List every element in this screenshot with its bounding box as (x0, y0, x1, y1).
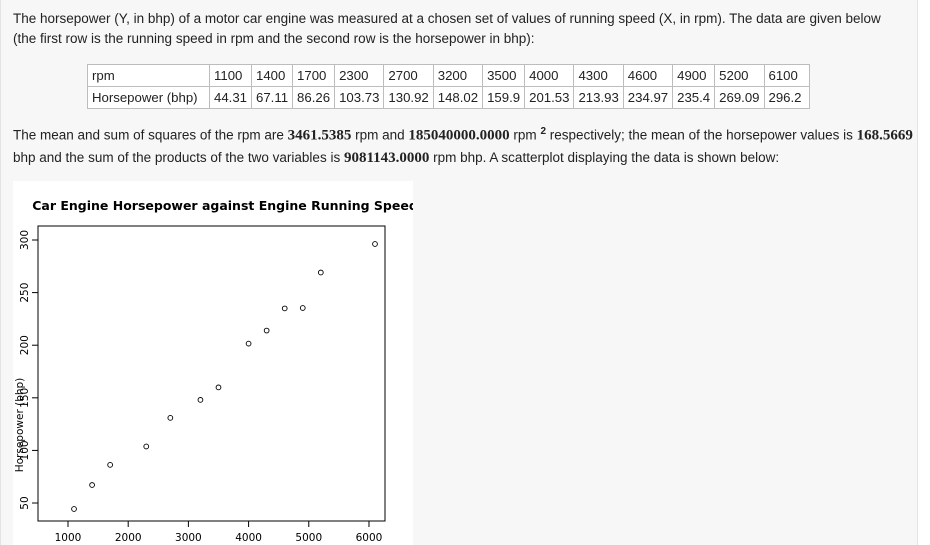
table-cell: 4000 (524, 64, 575, 87)
sum-of-squares-value: 185040000.0000 (408, 127, 510, 144)
table-cell: 67.11 (251, 86, 294, 109)
squared-exponent: 2 (540, 126, 546, 137)
data-point (143, 443, 150, 450)
x-tick-label: 6000 (356, 532, 383, 544)
table-cell: 4600 (622, 64, 674, 87)
y-tick-label: 100 (19, 440, 31, 460)
stats-text-part3: bhp and the sum of the products of the t… (13, 149, 344, 165)
data-point (71, 506, 77, 512)
row-label-rpm: rpm (87, 64, 210, 87)
table-cell: 6100 (763, 64, 810, 87)
table-cell: 148.02 (432, 86, 484, 109)
table-cell: 2300 (334, 64, 385, 87)
table-cell: 201.53 (524, 86, 575, 109)
mean-horsepower-value: 168.5669 (856, 127, 913, 144)
mean-rpm-value: 3461.5385 (287, 127, 352, 144)
table-cell: 234.97 (622, 86, 674, 109)
table-cell: 3200 (432, 64, 484, 87)
table-row-horsepower: Horsepower (bhp) 44.31 67.11 86.26 103.7… (87, 86, 810, 109)
table-cell: 1400 (251, 64, 294, 87)
table-cell: 86.26 (292, 86, 336, 109)
y-tick-label: 300 (19, 230, 31, 250)
x-tick-label: 4000 (235, 532, 262, 544)
chart-marks: 1000 2000 3000 4000 5000 6000 50 100 150 200 250 30… (19, 225, 386, 544)
row-label-horsepower: Horsepower (bhp) (87, 86, 210, 109)
plot-frame (37, 225, 386, 522)
summary-statistics-text: The mean and sum of squares of the rpm a… (13, 121, 913, 169)
sum-of-products-value: 9081143.0000 (343, 149, 430, 166)
x-tick-label: 1000 (55, 532, 82, 544)
stats-unit-rpm: rpm and (351, 127, 409, 143)
stats-text-part1: The mean and sum of squares of the rpm a… (13, 127, 288, 143)
data-point (263, 327, 270, 334)
data-point (215, 384, 222, 391)
data-point (317, 269, 324, 276)
stats-text-part4: rpm bhp. A scatterplot displaying the da… (429, 149, 780, 165)
data-point (107, 462, 113, 468)
data-point (372, 241, 378, 247)
table-cell: 269.09 (714, 86, 765, 109)
table-cell: 1100 (208, 64, 253, 87)
table-cell: 44.31 (208, 86, 253, 109)
table-cell: 4900 (672, 64, 716, 87)
table-cell: 159.9 (482, 86, 526, 109)
table-row-rpm: rpm 1100 1400 1700 2300 2700 3200 3500 4… (87, 64, 810, 87)
chart-title: Car Engine Horsepower against Engine Run… (32, 198, 413, 213)
x-tick-label: 5000 (295, 532, 322, 544)
data-point (89, 482, 95, 488)
table-cell: 5200 (714, 64, 765, 87)
data-point (281, 305, 288, 312)
table-cell: 235.4 (672, 86, 716, 109)
table-cell: 1700 (292, 64, 336, 87)
table-cell: 213.93 (573, 86, 624, 109)
table-cell: 103.73 (334, 86, 385, 109)
table-cell: 130.92 (383, 86, 434, 109)
table-cell: 3500 (482, 64, 526, 87)
intro-text: The horsepower (Y, in bhp) of a motor ca… (13, 11, 881, 46)
table-cell: 2700 (383, 64, 434, 87)
x-tick-label: 3000 (175, 532, 202, 544)
x-tick-label: 2000 (115, 532, 142, 544)
table-cell: 4300 (573, 64, 624, 87)
scatterplot-svg: Car Engine Horsepower against Engine Run… (14, 198, 413, 544)
data-point (197, 397, 204, 403)
data-table: rpm 1100 1400 1700 2300 2700 3200 3500 4… (87, 64, 810, 109)
stats-unit-rpm-squared: rpm (509, 127, 541, 143)
y-tick-label: 50 (19, 496, 31, 509)
scatterplot: Car Engine Horsepower against Engine Run… (13, 181, 413, 545)
table-cell: 296.2 (763, 86, 810, 109)
data-point (299, 305, 306, 311)
data-point (245, 340, 252, 347)
y-axis-label: Horsepower (bhp) (14, 378, 26, 473)
y-tick-label: 250 (19, 283, 31, 303)
data-point (167, 415, 174, 421)
stats-text-part2: respectively; the mean of the horsepower… (546, 127, 857, 143)
y-tick-label: 150 (19, 388, 31, 408)
y-tick-label: 200 (19, 335, 31, 355)
